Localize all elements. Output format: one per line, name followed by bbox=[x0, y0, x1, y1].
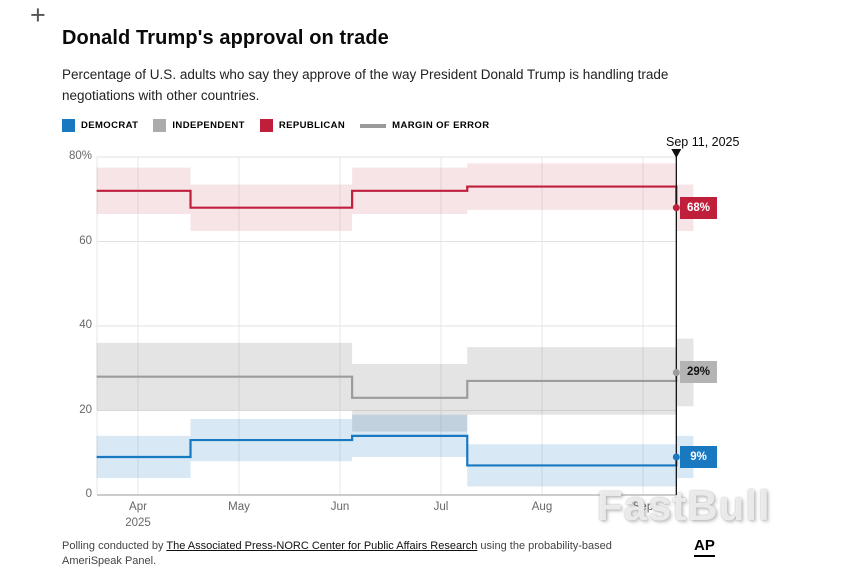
independent-moe-band bbox=[96, 338, 694, 432]
x-tick-label: May bbox=[228, 501, 250, 513]
margin-of-error-swatch-icon bbox=[360, 123, 387, 128]
y-tick-label: 40 bbox=[79, 319, 92, 331]
legend-label-margin-of-error: MARGIN OF ERROR bbox=[392, 120, 490, 131]
date-marker-arrow-icon bbox=[671, 149, 682, 158]
independent-line bbox=[96, 372, 678, 399]
democrat-value-label: 9% bbox=[680, 445, 717, 468]
legend-label-independent: INDEPENDENT bbox=[172, 120, 245, 131]
chart-subtitle: Percentage of U.S. adults who say they a… bbox=[62, 67, 669, 103]
democrat-line bbox=[96, 434, 678, 467]
independent-value-label: 29% bbox=[680, 361, 717, 384]
legend-item-republican: REPUBLICAN bbox=[259, 119, 346, 132]
republican-end-dot bbox=[672, 204, 680, 212]
y-tick-label: 80% bbox=[68, 150, 92, 162]
page-title: Donald Trump's approval on trade bbox=[62, 27, 389, 49]
republican-swatch-icon bbox=[259, 119, 273, 132]
watermark: FastBull bbox=[597, 482, 771, 529]
plus-icon[interactable]: + bbox=[30, 0, 46, 30]
democrat-end-dot bbox=[672, 453, 680, 461]
source-note: Polling conducted by The Associated Pres… bbox=[62, 539, 647, 569]
source-note-prefix: Polling conducted by bbox=[62, 540, 167, 552]
x-tick-label: Apr bbox=[129, 501, 147, 513]
legend-item-independent: INDEPENDENT bbox=[153, 119, 245, 132]
republican-value-label: 68% bbox=[680, 196, 717, 219]
x-tick-label: Sep bbox=[632, 501, 654, 513]
y-tick-label: 0 bbox=[85, 488, 92, 500]
chart-legend: DEMOCRAT INDEPENDENT REPUBLICAN MARGIN O… bbox=[62, 119, 489, 132]
source-note-suffix: using the probability-based AmeriSpeak P… bbox=[62, 540, 612, 567]
x-tick-label: Jun bbox=[330, 501, 350, 513]
legend-label-republican: REPUBLICAN bbox=[278, 120, 346, 131]
legend-label-democrat: DEMOCRAT bbox=[81, 120, 139, 131]
y-tick-label: 20 bbox=[79, 403, 92, 416]
x-tick-label: Jul bbox=[433, 501, 449, 513]
independent-swatch-icon bbox=[153, 119, 167, 132]
republican-moe-band bbox=[96, 163, 694, 231]
x-tick-label: Aug bbox=[531, 501, 553, 513]
x-tick-sublabel: 2025 bbox=[125, 517, 151, 529]
y-tick-label: 60 bbox=[79, 234, 92, 247]
independent-end-dot bbox=[672, 368, 680, 376]
date-annotation-label: Sep 11, 2025 bbox=[666, 135, 740, 149]
democrat-moe-band bbox=[96, 414, 694, 487]
legend-item-democrat: DEMOCRAT bbox=[62, 119, 138, 132]
legend-item-margin-of-error: MARGIN OF ERROR bbox=[360, 120, 489, 131]
democrat-swatch-icon bbox=[62, 119, 75, 132]
ap-logo: AP bbox=[694, 537, 715, 557]
republican-line bbox=[96, 185, 678, 209]
source-link[interactable]: The Associated Press-NORC Center for Pub… bbox=[166, 540, 478, 552]
